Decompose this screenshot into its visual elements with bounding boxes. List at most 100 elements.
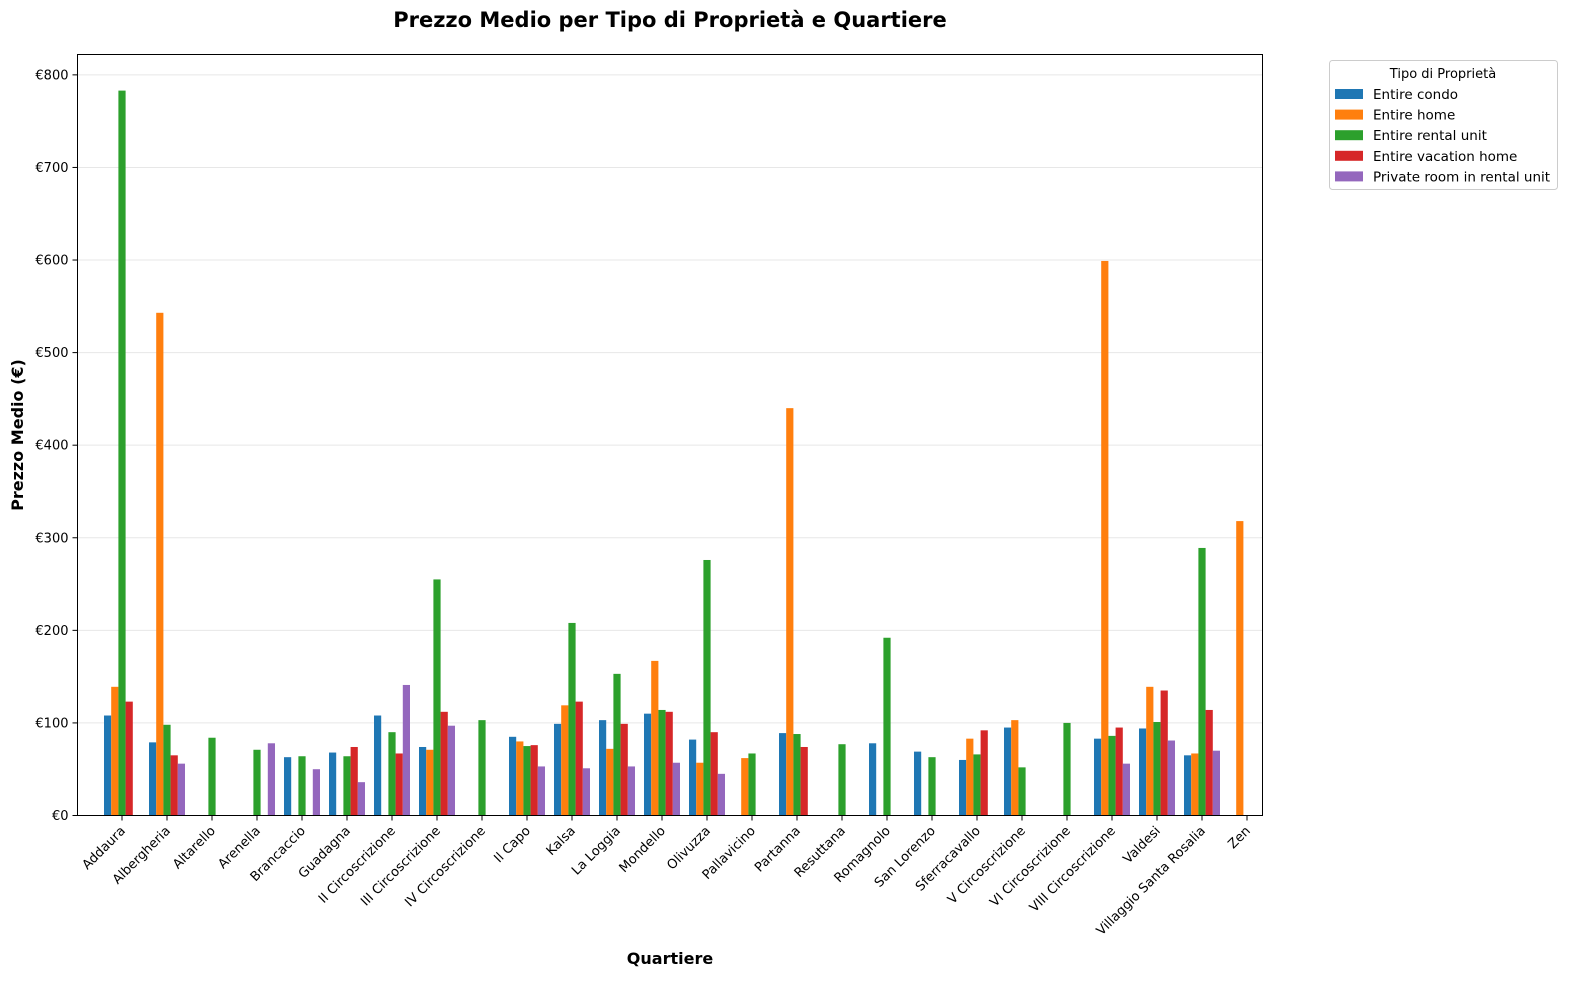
bar — [717, 773, 725, 816]
x-tick-label: II Circoscrizione — [316, 824, 399, 907]
bar — [883, 637, 891, 816]
bar — [748, 753, 756, 816]
bar — [575, 701, 583, 816]
bar — [627, 766, 635, 816]
bar — [1191, 753, 1199, 816]
x-tick-label: VI Circoscrizione — [987, 824, 1073, 910]
bar — [613, 673, 621, 816]
bar — [208, 737, 216, 816]
plot-frame — [77, 54, 1263, 816]
bar — [1205, 709, 1213, 816]
bar — [1108, 735, 1116, 816]
bar — [838, 744, 846, 816]
bar — [710, 732, 718, 816]
bar — [1160, 690, 1168, 816]
bar — [696, 762, 704, 816]
y-tick-label: €800 — [35, 68, 68, 83]
legend-title: Tipo di Proprietà — [1389, 67, 1496, 82]
bar — [537, 766, 545, 816]
legend-entry: Entire vacation home — [1373, 149, 1517, 165]
x-tick-label: Mondello — [617, 824, 669, 876]
bar — [1212, 750, 1220, 816]
bar — [402, 684, 410, 816]
bar — [658, 709, 666, 816]
bar — [1122, 763, 1130, 816]
bar — [284, 757, 292, 816]
bar — [959, 759, 967, 816]
bar — [644, 713, 652, 816]
bar — [1146, 686, 1154, 816]
bar — [1236, 521, 1244, 816]
bar — [523, 746, 531, 816]
bar — [966, 738, 974, 816]
legend-swatch — [1335, 150, 1363, 161]
bar — [329, 752, 337, 816]
y-tick-label: €200 — [35, 624, 68, 639]
bar — [433, 579, 441, 816]
bar — [1094, 738, 1102, 816]
bar — [599, 720, 607, 816]
bar — [928, 757, 936, 816]
x-tick-label: Zen — [1225, 824, 1253, 852]
y-tick-label: €700 — [35, 161, 68, 176]
bar — [357, 782, 365, 816]
bar — [1167, 740, 1175, 816]
bar — [741, 758, 749, 816]
bar — [651, 660, 659, 816]
bar — [606, 748, 614, 816]
bar — [672, 762, 680, 816]
legend-entry: Entire rental unit — [1373, 128, 1487, 144]
y-tick-label: €100 — [35, 716, 68, 731]
x-tick-label: V Circoscrizione — [945, 824, 1029, 908]
y-tick-label: €600 — [35, 254, 68, 269]
bar — [620, 723, 628, 816]
bar — [779, 733, 787, 816]
bar — [703, 559, 711, 816]
bar — [1063, 722, 1071, 816]
bar — [374, 715, 382, 816]
bar — [665, 711, 673, 816]
bar — [980, 730, 988, 816]
legend: Tipo di Proprietà Entire condo Entire hom… — [1329, 60, 1558, 190]
bar — [104, 715, 112, 816]
legend-box — [1329, 60, 1558, 190]
bar — [312, 769, 320, 816]
bar — [1115, 727, 1123, 816]
bar — [1101, 260, 1109, 816]
x-tick-label: Il Capo — [492, 824, 534, 866]
bar — [554, 723, 562, 816]
bar — [125, 701, 133, 816]
legend-swatch — [1335, 171, 1363, 182]
x-axis-label: Quartiere — [627, 949, 714, 968]
x-tick-label: Valdesi — [1121, 824, 1164, 867]
bar — [914, 751, 922, 816]
bar — [786, 408, 794, 816]
grid-lines — [77, 74, 1263, 724]
chart-title: Prezzo Medio per Tipo di Proprietà e Qua… — [393, 8, 947, 32]
bar — [516, 741, 524, 816]
x-tick-label: VIII Circoscrizione — [1027, 824, 1119, 916]
bar — [343, 756, 351, 816]
legend-swatch — [1335, 109, 1363, 120]
legend-swatch — [1335, 89, 1363, 99]
x-axis: AddauraAlbergheriaAltarelloArenellaBranc… — [80, 815, 1254, 939]
y-axis: €0 €100 €200 €300 €400 €500 €600 €700 €800 — [35, 68, 78, 824]
bar — [118, 90, 126, 816]
bar — [177, 763, 185, 816]
y-tick-label: €400 — [35, 439, 68, 454]
legend-entry: Entire condo — [1373, 87, 1458, 103]
bar — [1018, 767, 1026, 816]
bar — [163, 724, 171, 816]
bar — [1198, 547, 1206, 816]
bar — [253, 749, 261, 816]
y-axis-label: Prezzo Medio (€) — [8, 359, 27, 511]
bar — [689, 739, 697, 816]
bar — [509, 736, 517, 816]
legend-entry: Private room in rental unit — [1373, 169, 1550, 185]
bar — [973, 754, 981, 816]
x-tick-label: III Circoscrizione — [358, 824, 444, 910]
bar — [426, 749, 434, 816]
bar — [170, 755, 178, 816]
bar — [447, 725, 455, 816]
